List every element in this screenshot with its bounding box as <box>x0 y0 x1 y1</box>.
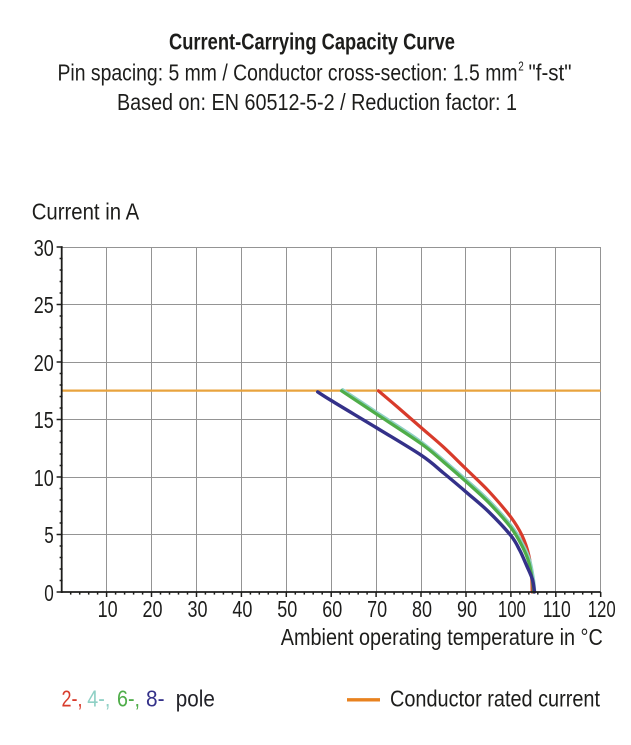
svg-text:10: 10 <box>98 596 118 622</box>
svg-text:"f-st": "f-st" <box>529 60 572 86</box>
svg-text:Pin spacing: 5 mm / Conductor: Pin spacing: 5 mm / Conductor cross-sect… <box>58 60 518 86</box>
svg-text:40: 40 <box>232 596 252 622</box>
svg-text:Current-Carrying Capacity Curv: Current-Carrying Capacity Curve <box>169 28 455 54</box>
svg-text:5: 5 <box>44 522 54 548</box>
svg-text:2: 2 <box>518 59 524 74</box>
svg-text:50: 50 <box>277 596 297 622</box>
svg-text:120: 120 <box>588 596 616 622</box>
svg-text:Ambient operating temperature: Ambient operating temperature in °C <box>281 624 603 650</box>
svg-text:60: 60 <box>322 596 342 622</box>
svg-text:20: 20 <box>34 350 54 376</box>
svg-text:15: 15 <box>34 407 54 433</box>
svg-text:0: 0 <box>44 580 54 606</box>
svg-text:30: 30 <box>188 596 208 622</box>
svg-text:110: 110 <box>543 596 571 622</box>
svg-text:Conductor rated current: Conductor rated current <box>390 685 600 711</box>
svg-text:25: 25 <box>34 292 54 318</box>
svg-text:20: 20 <box>143 596 163 622</box>
svg-text:90: 90 <box>457 596 477 622</box>
svg-text:30: 30 <box>34 235 54 261</box>
svg-text:80: 80 <box>412 596 432 622</box>
svg-text:Based on: EN 60512-5-2 / Reduc: Based on: EN 60512-5-2 / Reduction facto… <box>117 89 517 115</box>
svg-text:100: 100 <box>498 596 526 622</box>
svg-text:10: 10 <box>34 465 54 491</box>
svg-text:2-,4-,6-,8-pole: 2-, 4-, 6-, 8- pole <box>62 685 215 711</box>
svg-text:Current in A: Current in A <box>32 199 140 225</box>
svg-text:70: 70 <box>367 596 387 622</box>
